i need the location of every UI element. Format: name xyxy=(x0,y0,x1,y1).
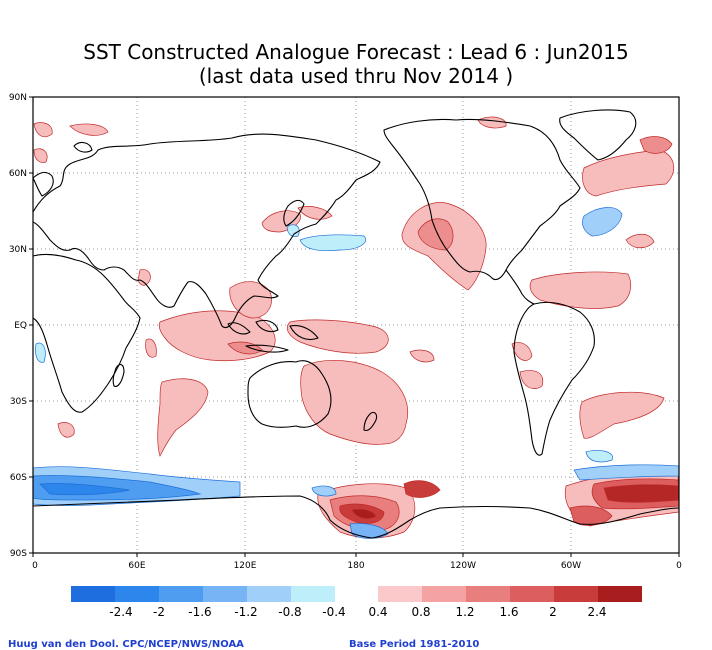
legend-label-neg-0.8: -0.8 xyxy=(278,605,301,619)
chart-subtitle: (last data used thru Nov 2014 ) xyxy=(198,64,514,88)
legend-label-neg-2: -2 xyxy=(153,605,165,619)
lat-label-90s: 90S xyxy=(10,549,27,559)
legend-label-pos-1.6: 1.6 xyxy=(499,605,518,619)
legend-label-pos-2.4: 2.4 xyxy=(587,605,606,619)
lat-label-90n: 90N xyxy=(9,93,27,103)
legend-positive-boxes xyxy=(378,586,642,602)
legend-negative-boxes xyxy=(71,586,335,602)
legend-positive-box-3 xyxy=(510,586,554,602)
lon-label-0-east: 0 xyxy=(676,561,682,571)
legend-negative-box-4 xyxy=(247,586,291,602)
lat-label-eq: EQ xyxy=(14,321,27,331)
legend-negative-box-1 xyxy=(115,586,159,602)
lon-label-60w: 60W xyxy=(561,561,581,571)
lon-label-60e: 60E xyxy=(128,561,145,571)
legend-label-pos-1.2: 1.2 xyxy=(455,605,474,619)
lon-label-120w: 120W xyxy=(450,561,476,571)
lon-label-180: 180 xyxy=(347,561,364,571)
color-legend: -2.4 -2 -1.6 -1.2 -0.8 -0.4 0.4 0.8 1.2 … xyxy=(71,586,642,619)
legend-label-pos-0.4: 0.4 xyxy=(368,605,387,619)
lat-label-30n: 30N xyxy=(9,245,27,255)
lat-label-60s: 60S xyxy=(10,473,27,483)
legend-positive-box-0 xyxy=(378,586,422,602)
legend-negative-box-2 xyxy=(159,586,203,602)
lat-label-60n: 60N xyxy=(9,169,27,179)
legend-negative-box-5 xyxy=(291,586,335,602)
axis-ticks xyxy=(29,96,680,557)
lon-label-120e: 120E xyxy=(234,561,257,571)
legend-negative-box-0 xyxy=(71,586,115,602)
legend-positive-box-2 xyxy=(466,586,510,602)
legend-label-neg-1.2: -1.2 xyxy=(234,605,257,619)
legend-positive-box-5 xyxy=(598,586,642,602)
negative-anomaly-fields xyxy=(32,207,680,539)
base-period-text: Base Period 1981-2010 xyxy=(349,639,480,650)
legend-positive-box-1 xyxy=(422,586,466,602)
legend-label-pos-2: 2 xyxy=(549,605,557,619)
legend-label-neg-1.6: -1.6 xyxy=(188,605,211,619)
chart-title: SST Constructed Analogue Forecast : Lead… xyxy=(83,40,629,64)
credit-text: Huug van den Dool. CPC/NCEP/NWS/NOAA xyxy=(8,639,244,650)
lat-label-30s: 30S xyxy=(10,397,27,407)
legend-label-neg-0.4: -0.4 xyxy=(322,605,345,619)
legend-label-neg-2.4: -2.4 xyxy=(109,605,132,619)
legend-label-pos-0.8: 0.8 xyxy=(411,605,430,619)
legend-positive-box-4 xyxy=(554,586,598,602)
lon-label-0: 0 xyxy=(32,561,38,571)
legend-negative-box-3 xyxy=(203,586,247,602)
coastlines xyxy=(32,109,680,539)
